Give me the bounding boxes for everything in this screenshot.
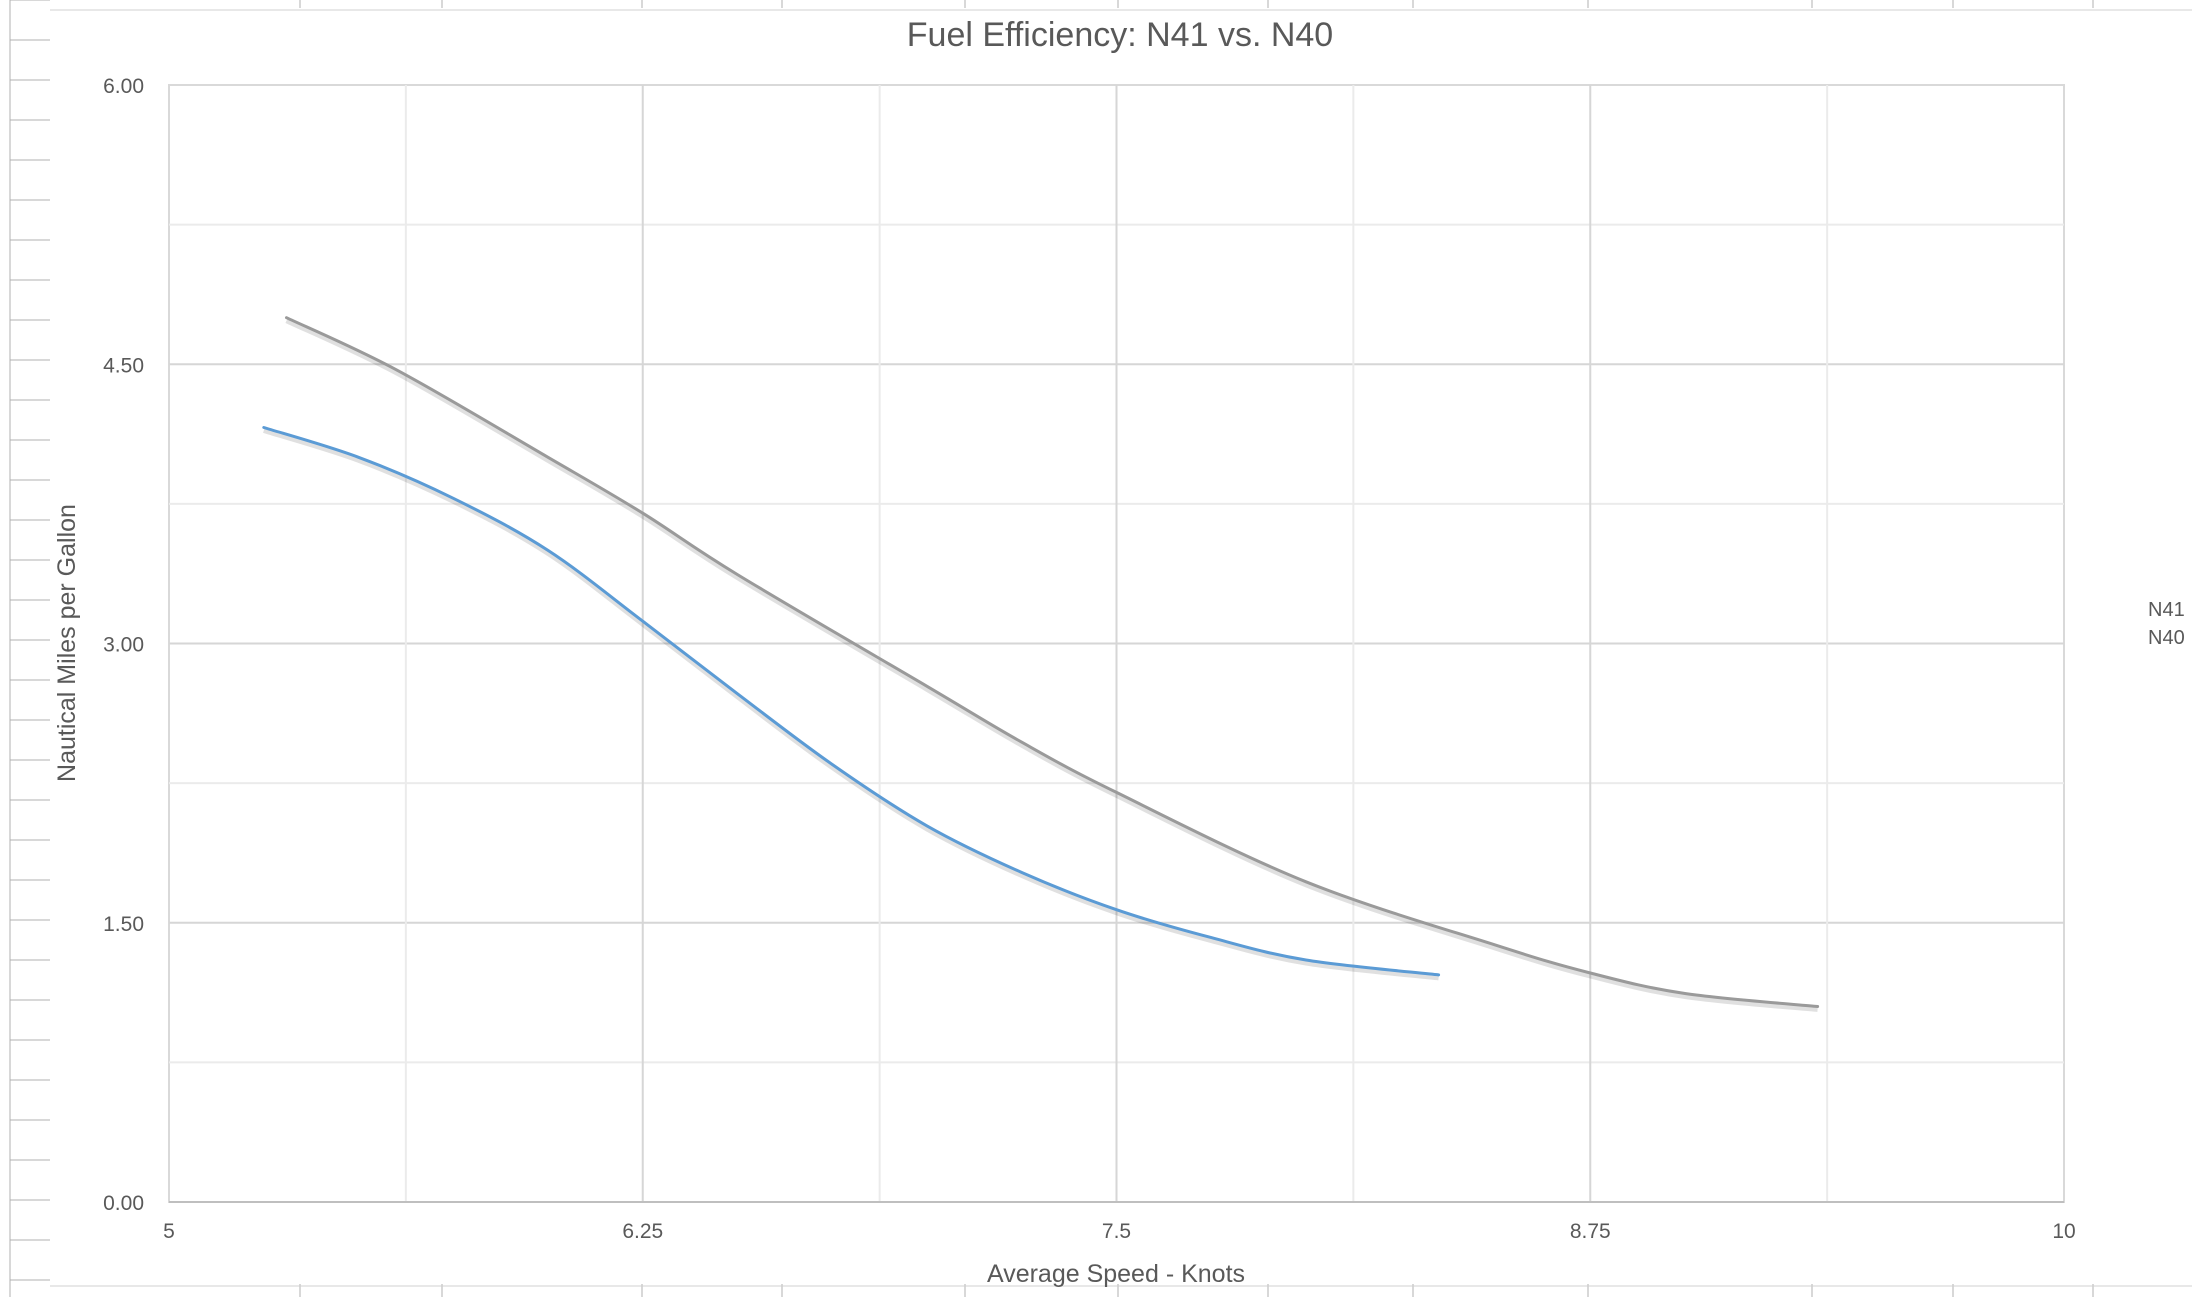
row-ruler [9,0,50,1297]
legend-item-n41: N41 [2148,599,2185,621]
y-tick-label: 1.50 [103,913,144,936]
y-tick-label: 6.00 [103,75,144,98]
chart-title: Fuel Efficiency: N41 vs. N40 [907,16,1333,54]
series-shadow-n40 [263,428,1439,981]
x-tick-label: 7.5 [1102,1220,1131,1243]
series-line-n41 [285,316,1820,1008]
plot-area [168,84,2065,1203]
y-tick-label: 3.00 [103,634,144,657]
legend-item-n40: N40 [2148,627,2185,649]
x-tick-label: 10 [2052,1220,2075,1243]
y-axis-label: Nautical Miles per Gallon [53,504,81,782]
series-shadow-n41 [285,318,1818,1012]
x-axis-label: Average Speed - Knots [987,1260,1245,1288]
x-tick-label: 8.75 [1570,1220,1611,1243]
series-lines [262,316,1820,1012]
y-tick-label: 4.50 [103,354,144,377]
gridlines [169,85,2064,1202]
y-tick-label: 0.00 [103,1192,144,1215]
x-tick-label: 6.25 [622,1220,663,1243]
x-axis-ticks: 5 6.25 7.5 8.75 10 [163,1220,2076,1243]
y-axis-ticks: 0.00 1.50 3.00 4.50 6.00 [103,75,144,1215]
x-tick-label: 5 [163,1220,175,1243]
column-ruler [50,0,2192,1297]
series-line-n40 [262,426,1441,977]
